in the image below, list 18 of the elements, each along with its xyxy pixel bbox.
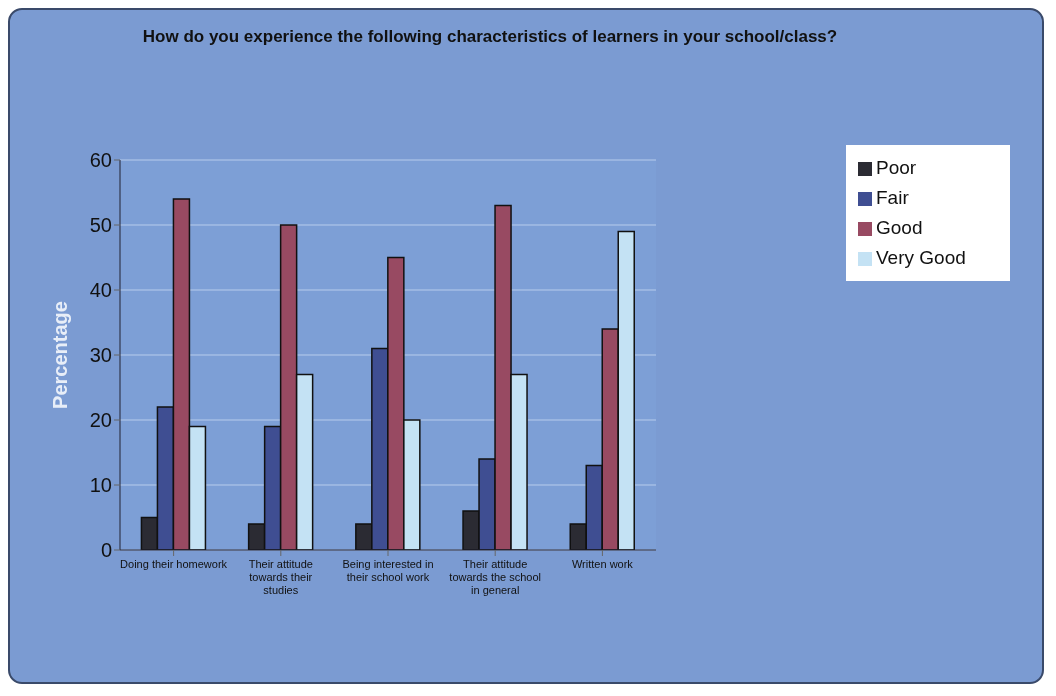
y-tick-label: 10 — [89, 474, 112, 497]
legend-label: Fair — [876, 187, 909, 208]
y-tick-label: 20 — [89, 409, 112, 432]
legend-label: Very Good — [876, 247, 966, 268]
y-tick-label: 60 — [89, 149, 112, 172]
x-tick-label: Being interested in their school work — [342, 558, 434, 583]
legend-label: Poor — [876, 157, 917, 178]
x-tick-label: Written work — [571, 558, 634, 570]
y-tick-label: 50 — [89, 214, 112, 237]
x-tick-label: Doing their homework — [120, 558, 228, 570]
y-tick-label: 40 — [89, 279, 112, 302]
y-axis-title: Percentage — [49, 301, 72, 409]
chart-title: How do you experience the following characteristics of learners in your school/class? — [141, 26, 839, 48]
x-tick-label: Their attitude towards the school in general — [449, 558, 542, 596]
y-tick-label: 30 — [89, 344, 112, 367]
y-tick-label: 0 — [100, 539, 112, 562]
legend-label: Good — [876, 217, 923, 238]
x-tick-label: Their attitude towards their studies — [248, 558, 313, 596]
